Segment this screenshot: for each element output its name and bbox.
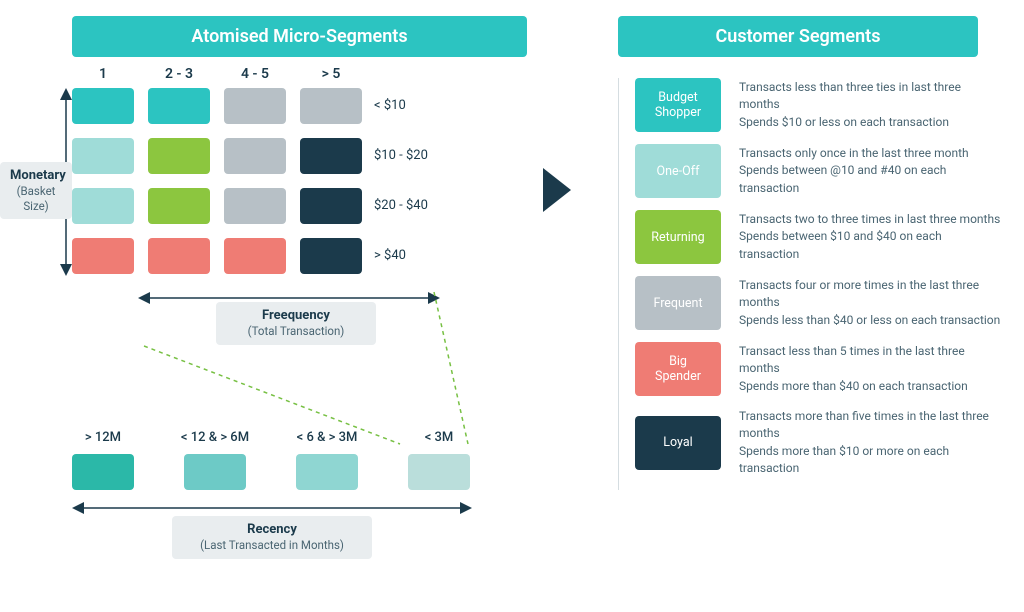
segment-line: Spends less than $40 or less on each tra… [739,312,1003,329]
segment-line: Spends more than $10 or more on each tra… [739,443,1003,478]
recency-axis-arrow [72,498,472,518]
right-title: Customer Segments [618,16,978,57]
recency-cell [184,454,246,490]
segment-chip: Frequent [635,276,721,330]
segment-row: Frequent Transacts four or more times in … [619,276,1003,330]
segment-row: One-Off Transacts only once in the last t… [619,144,1003,198]
segment-line: Spends between $10 and $40 on each trans… [739,228,1003,263]
segment-line: Spends $10 or less on each transaction [739,114,1003,131]
segment-line: Transact less than 5 times in the last t… [739,343,1003,378]
segment-row: BudgetShopper Transacts less than three t… [619,78,1003,132]
segment-description: Transacts four or more times in the last… [739,277,1003,329]
segment-line: Transacts more than five times in the la… [739,408,1003,443]
transform-arrow-icon [543,168,571,212]
segment-row: BigSpender Transact less than 5 times in … [619,342,1003,396]
recency-cell [408,454,470,490]
segment-row: Loyal Transacts more than five times in t… [619,408,1003,478]
segment-chip: One-Off [635,144,721,198]
segment-line: Transacts four or more times in the last… [739,277,1003,312]
recency-label: < 6 & > 3M [282,430,372,445]
recency-label: > 12M [58,430,148,445]
segment-list: BudgetShopper Transacts less than three t… [618,78,1003,490]
segment-line: Transacts two to three times in last thr… [739,211,1003,228]
segment-chip: BigSpender [635,342,721,396]
recency-axis-sub: (Last Transacted in Months) [182,538,362,552]
segment-chip: Returning [635,210,721,264]
recency-cell [72,454,134,490]
segment-description: Transact less than 5 times in the last t… [739,343,1003,395]
segment-description: Transacts less than three ties in last t… [739,79,1003,131]
segment-chip: Loyal [635,416,721,470]
segment-line: Spends between @10 and #40 on each trans… [739,162,1003,197]
recency-axis-text: Recency [247,522,297,537]
segment-line: Transacts only once in the last three mo… [739,145,1003,162]
segment-description: Transacts only once in the last three mo… [739,145,1003,197]
recency-axis-label: Recency (Last Transacted in Months) [172,516,372,559]
segment-line: Spends more than $40 on each transaction [739,378,1003,395]
segment-line: Transacts less than three ties in last t… [739,79,1003,114]
segment-chip: BudgetShopper [635,78,721,132]
recency-cell [296,454,358,490]
segment-description: Transacts two to three times in last thr… [739,211,1003,263]
segment-row: Returning Transacts two to three times in… [619,210,1003,264]
recency-label: < 3M [394,430,484,445]
recency-label: < 12 & > 6M [170,430,260,445]
segment-description: Transacts more than five times in the la… [739,408,1003,478]
